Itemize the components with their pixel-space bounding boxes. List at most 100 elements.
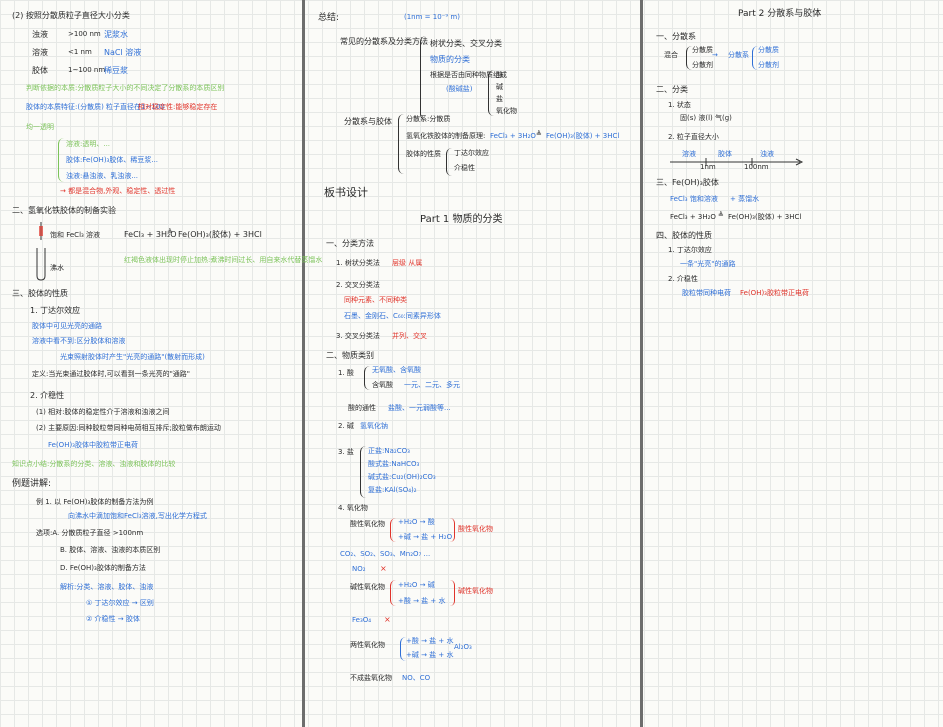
note-line: 浊液 bbox=[32, 30, 48, 39]
section-heading: 例题讲解: bbox=[12, 479, 52, 489]
note-line: 例 1. 以 Fe(OH)₃胶体的制备方法为例 bbox=[36, 498, 154, 506]
note-line: 红褐色液体出现时停止加热:煮沸时间过长、用自来水代替蒸馏水 bbox=[124, 256, 323, 264]
bracket bbox=[390, 580, 396, 606]
bracket bbox=[686, 46, 692, 70]
note-line: 胶体的本质特征:(分散质) 粒子直径在1~100 bbox=[26, 103, 165, 111]
note-line: 溶液 bbox=[32, 48, 48, 57]
note-line: 根据是否由同种物质组成 bbox=[430, 71, 507, 79]
note-line: 酸式盐:NaHCO₃ bbox=[368, 460, 420, 468]
note-line: <1 nm bbox=[68, 48, 92, 56]
section-heading: 板书设计 bbox=[324, 186, 368, 199]
note-line: (2) 按照分散质粒子直径大小分类 bbox=[12, 11, 130, 20]
note-line: 解析:分类、溶液、胶体、浊液 bbox=[60, 583, 154, 591]
bracket bbox=[488, 70, 494, 116]
note-line: 浊液:悬浊液、乳浊液... bbox=[66, 172, 139, 180]
bracket bbox=[58, 138, 64, 182]
note-line: Fe₃O₄ bbox=[352, 616, 372, 624]
column-divider-left bbox=[302, 0, 305, 727]
note-line: 同种元素、不同种类 bbox=[344, 296, 407, 304]
equation: FeCl₃ + 3H₂O bbox=[124, 230, 177, 239]
note-line: 定义:当光束通过胶体时,可以看到一条光亮的"通路" bbox=[32, 370, 191, 378]
note-line: 一元、二元、多元 bbox=[404, 381, 460, 389]
note-line: Fe(OH)₃胶粒带正电荷 bbox=[740, 289, 809, 297]
note-line: 1. 酸 bbox=[338, 369, 354, 377]
note-line: 胶体 bbox=[32, 66, 48, 75]
note-line: 选项:A. 分散质粒子直径 >100nm bbox=[36, 529, 144, 537]
equation-arrow: ≜ bbox=[718, 211, 724, 219]
note-line: 酸性氧化物 bbox=[458, 525, 493, 533]
section-heading: 总结: bbox=[318, 13, 340, 23]
bracket bbox=[364, 366, 370, 390]
note-line: Fe(OH)₃胶体中胶粒带正电荷 bbox=[48, 441, 138, 449]
note-line: 100nm bbox=[744, 163, 769, 171]
section-heading: 二、分类 bbox=[656, 85, 688, 94]
note-line: 碱式盐:Cu₂(OH)₂CO₃ bbox=[368, 473, 436, 481]
note-line: (酸碱盐) bbox=[446, 85, 473, 93]
note-line: 两性氧化物 bbox=[350, 641, 385, 649]
note-line: 盐酸、一元弱酸等... bbox=[388, 404, 451, 412]
note-line: 氢氧化钠 bbox=[360, 422, 388, 430]
note-line: 3. 盐 bbox=[338, 448, 354, 456]
note-line: 氢氧化铁胶体的制备原理: bbox=[406, 132, 486, 140]
note-line: 固(s) 液(l) 气(g) bbox=[680, 114, 732, 122]
arrow-note: → bbox=[712, 51, 718, 59]
note-line: 胶粒带同种电荷 bbox=[682, 289, 731, 297]
section-heading: 三、Fe(OH)₃胶体 bbox=[656, 178, 719, 187]
note-line: ② 介稳性 → 胶体 bbox=[86, 615, 140, 623]
note-line: 2. 介稳性 bbox=[668, 275, 698, 283]
note-line: 2. 交叉分类法 bbox=[336, 281, 380, 289]
note-line: CO₂、SO₂、SO₃、Mn₂O₇ ... bbox=[340, 550, 431, 558]
equation: Fe(OH)₃(胶体) + 3HCl bbox=[728, 213, 802, 221]
note-line: → 都是混合物,外观、稳定性、透过性 bbox=[60, 187, 176, 195]
cross-mark: × bbox=[384, 615, 391, 624]
bracket bbox=[420, 36, 427, 120]
note-line: 1~100 nm bbox=[68, 66, 106, 74]
bracket bbox=[398, 114, 405, 174]
page-title: Part 1 物质的分类 bbox=[420, 214, 503, 225]
bracket bbox=[446, 148, 452, 176]
note-line: 3. 交叉分类法 bbox=[336, 332, 380, 340]
note-line: ① 丁达尔效应 → 区别 bbox=[86, 599, 154, 607]
note-line: 溶液:透明、... bbox=[66, 140, 111, 148]
note-line: NO₂ bbox=[352, 565, 366, 573]
note-line: (1nm = 10⁻⁹ m) bbox=[404, 13, 460, 21]
note-line: 常见的分散系及分类方法 bbox=[340, 37, 428, 46]
bracket bbox=[450, 518, 455, 542]
note-line: 层级 从属 bbox=[392, 259, 423, 267]
note-line: 氧化物 bbox=[496, 107, 517, 115]
section-heading: 二、氢氧化铁胶体的制备实验 bbox=[12, 206, 116, 215]
equation: FeCl₃ + 3H₂O bbox=[490, 132, 536, 140]
note-line: 2. 粒子直径大小 bbox=[668, 133, 719, 141]
note-line: 分散剂 bbox=[758, 61, 779, 69]
note-line: NO、CO bbox=[402, 674, 431, 682]
bracket bbox=[400, 637, 406, 661]
note-line: D. Fe(OH)₃胶体的制备方法 bbox=[60, 564, 146, 572]
equation-arrow: ≜ bbox=[167, 228, 173, 236]
note-line: 胶体:Fe(OH)₃胶体、稀豆浆... bbox=[66, 156, 159, 164]
cross-mark: × bbox=[380, 564, 387, 573]
note-line: 含氧酸 bbox=[372, 381, 393, 389]
note-line: 分散质 bbox=[758, 46, 779, 54]
note-line: +H₂O → 碱 bbox=[398, 581, 435, 589]
note-line: 正盐:Na₂CO₃ bbox=[368, 447, 410, 455]
note-line: +酸 → 盐 + 水 bbox=[398, 597, 446, 605]
note-line: 酸的通性 bbox=[348, 404, 376, 412]
note-line: 光束照射胶体时产生"光亮的通路"(散射而形成) bbox=[60, 353, 205, 361]
note-line: 稀豆浆 bbox=[104, 66, 128, 75]
note-line: 2. 介稳性 bbox=[30, 391, 65, 400]
note-line: 沸水 bbox=[50, 264, 64, 272]
section-heading: 四、胶体的性质 bbox=[656, 231, 712, 240]
test-tube-drawing bbox=[36, 222, 46, 281]
note-line: 酸 bbox=[496, 71, 503, 79]
note-line: +酸 → 盐 + 水 bbox=[406, 637, 454, 645]
note-line: 1. 丁达尔效应 bbox=[668, 246, 712, 254]
note-line: 2. 碱 bbox=[338, 422, 354, 430]
note-line: 1. 树状分类法 bbox=[336, 259, 380, 267]
note-line: 1nm bbox=[700, 163, 716, 171]
note-line: 知识点小结:分散系的分类、溶液、浊液和胶体的比较 bbox=[12, 460, 176, 468]
note-line: 酸性氧化物 bbox=[350, 520, 385, 528]
equation: Fe(OH)₃(胶体) + 3HCl bbox=[546, 132, 620, 140]
note-line: 树状分类、交叉分类 bbox=[430, 39, 502, 48]
note-line: 浊液 bbox=[760, 150, 774, 158]
section-heading: 一、分散系 bbox=[656, 32, 696, 41]
